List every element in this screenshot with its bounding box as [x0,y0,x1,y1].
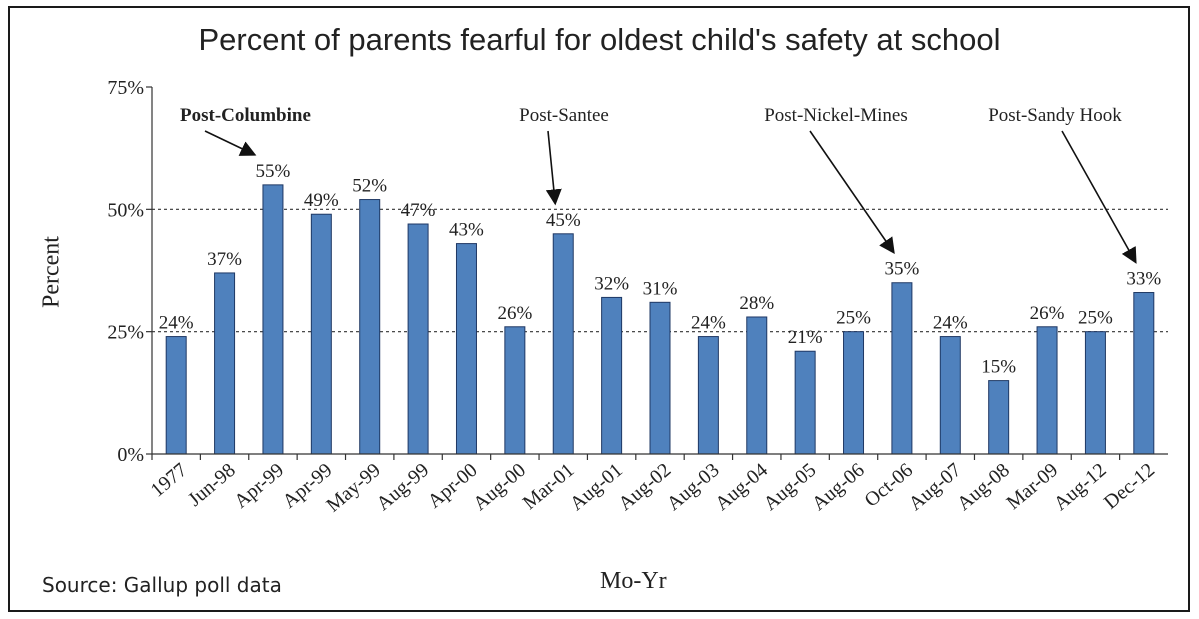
bar [1084,331,1106,455]
x-tick-label: Aug-03 [663,459,724,515]
bar [310,213,332,455]
data-label: 43% [449,220,484,241]
bar [891,282,913,455]
data-label: 24% [691,313,726,334]
data-label: 24% [933,313,968,334]
x-tick-label: Apr-00 [424,459,482,513]
data-label: 52% [352,176,387,197]
y-tick-label: 25% [107,322,144,344]
bar [601,296,623,455]
data-label: 33% [1126,269,1161,290]
data-label: 45% [546,210,581,231]
data-label: 47% [401,200,436,221]
x-tick-label: Mar-01 [519,459,579,514]
chart-frame [8,6,1190,612]
data-label: 35% [884,259,919,280]
bar [1036,326,1058,455]
x-tick-label: Aug-01 [566,459,627,515]
data-label: 37% [207,249,242,270]
x-tick-label: May-99 [322,459,385,517]
x-tick-label: Aug-12 [1050,459,1111,515]
source-note: Source: Gallup poll data [42,573,282,597]
annotation-arrow [204,130,257,156]
x-tick-label: Dec-12 [1100,459,1159,514]
bar [165,336,187,455]
bar [552,233,574,455]
x-tick-label: Aug-08 [953,459,1014,515]
bar [843,331,865,455]
data-label: 32% [594,273,629,294]
data-label: 21% [788,327,823,348]
bar [262,184,284,455]
bar [214,272,236,455]
x-tick-label: Jun-98 [184,459,240,511]
x-tick-label: Aug-06 [808,459,869,515]
data-label: 25% [1078,308,1113,329]
x-tick-label: Aug-02 [614,459,675,515]
annotation-label: Post-Nickel-Mines [764,105,908,126]
y-tick-label: 75% [107,77,144,99]
annotation-arrow [1061,130,1137,264]
data-label: 28% [739,293,774,314]
x-tick-label: Apr-99 [230,459,288,513]
x-tick-label: Aug-99 [372,459,433,515]
x-tick-label: Aug-05 [759,459,820,515]
data-label: 26% [1030,303,1065,324]
bar [455,243,477,455]
bar [649,301,671,455]
bar [504,326,526,455]
chart-title: Percent of parents fearful for oldest ch… [198,22,1001,57]
bar [939,336,961,455]
bar [794,350,816,455]
x-tick-label: Aug-04 [711,459,772,515]
bar [359,199,381,455]
bar [746,316,768,455]
data-label: 49% [304,190,339,211]
x-tick-label: Aug-00 [469,459,530,515]
y-tick-label: 0% [117,444,144,466]
x-tick-label: Mar-09 [1002,459,1062,514]
data-label: 25% [836,308,871,329]
annotation-arrow [545,130,562,206]
data-label: 31% [643,278,678,299]
annotation-label: Post-Sandy Hook [988,105,1122,126]
x-axis-title: Mo-Yr [600,568,667,594]
bar [988,380,1010,455]
bar [697,336,719,455]
data-label: 26% [497,303,532,324]
data-label: 24% [159,313,194,334]
annotation-label: Post-Columbine [180,105,311,126]
y-tick-label: 50% [107,199,144,221]
data-label: 55% [256,161,291,182]
annotation-label: Post-Santee [519,105,609,126]
annotation-arrow [809,130,895,255]
x-tick-label: Aug-07 [905,459,966,515]
bar [407,223,429,455]
data-label: 15% [981,357,1016,378]
bar [1133,292,1155,455]
